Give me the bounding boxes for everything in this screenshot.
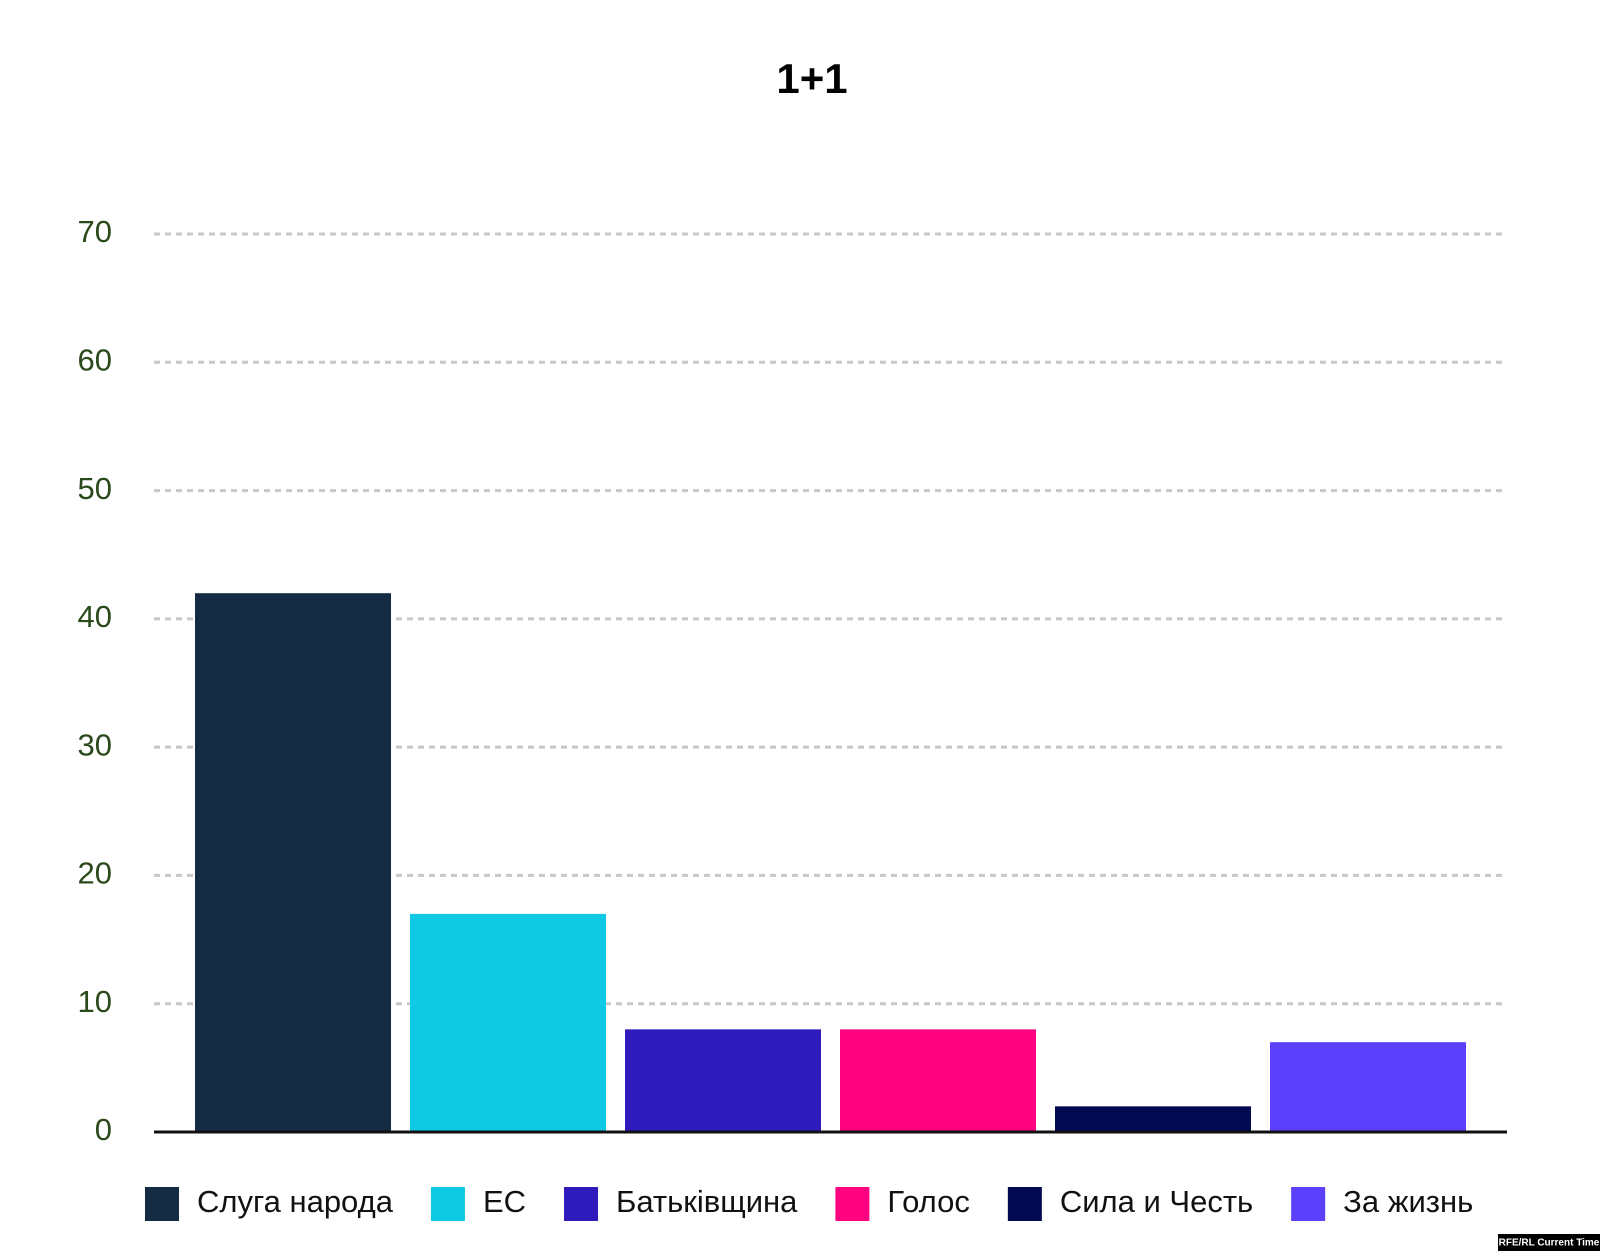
legend-label: ЕС	[483, 1184, 526, 1219]
legend-label: Голос	[887, 1184, 969, 1219]
y-tick-label: 50	[78, 471, 112, 506]
legend-label: Сила и Честь	[1060, 1184, 1253, 1219]
legend-swatch	[430, 1187, 465, 1221]
credit: RFE/RL Current Time	[1499, 1238, 1600, 1249]
y-tick-label: 30	[78, 727, 112, 762]
legend-label: За жизнь	[1343, 1184, 1473, 1219]
legend-swatch	[1007, 1187, 1042, 1221]
y-tick-label: 10	[78, 984, 112, 1019]
legend-swatch	[1291, 1187, 1326, 1221]
legend-swatch	[564, 1187, 599, 1221]
legend-swatch	[835, 1187, 870, 1221]
legend-label: Слуга народа	[197, 1184, 394, 1219]
y-tick-label: 70	[78, 214, 112, 249]
bar	[840, 1029, 1036, 1132]
y-tick-label: 0	[95, 1112, 112, 1147]
chart-title: 1+1	[776, 55, 847, 102]
y-tick-label: 60	[78, 342, 112, 377]
bar	[625, 1029, 821, 1132]
credit-box	[1498, 1234, 1600, 1251]
bar	[410, 913, 606, 1132]
bar	[1055, 1106, 1251, 1132]
legend-label: Батьківщина	[616, 1184, 798, 1219]
y-tick-label: 20	[78, 856, 112, 891]
bar	[195, 593, 391, 1132]
bar	[1270, 1042, 1466, 1132]
legend-swatch	[145, 1187, 179, 1221]
y-tick-label: 40	[78, 599, 112, 634]
